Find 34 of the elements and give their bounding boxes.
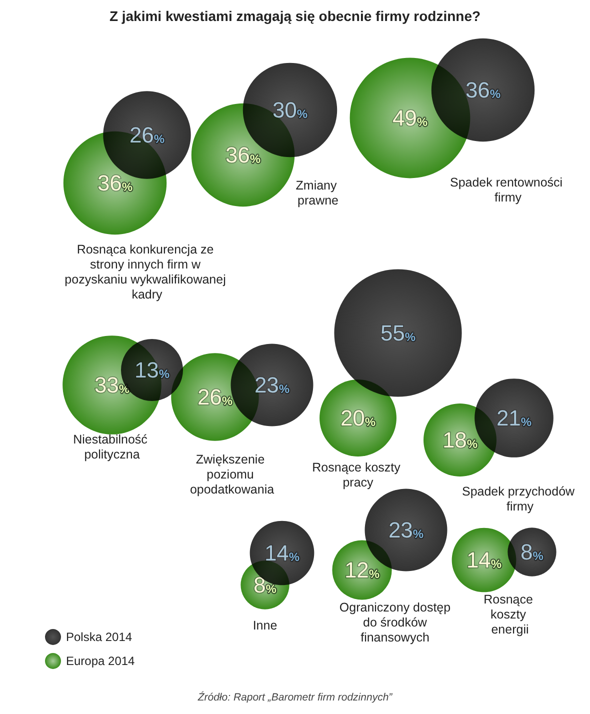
legend-label: Polska 2014 [66,630,132,644]
category-label: Spadek rentowności firmy [450,176,566,204]
data-label: 26% [197,384,233,410]
category-label: Zwiększenie poziomu opodatkowania [190,452,274,496]
data-label: 36% [225,142,261,168]
category-label: Zmiany prawne [296,178,340,208]
data-label: 14% [264,540,300,566]
data-label: 20% [340,406,376,430]
data-label: 18% [442,428,478,452]
data-label: 36% [465,78,501,102]
data-label: 49% [392,106,428,130]
category-label: Ograniczony dostęp do środków finansowych [339,600,451,644]
data-label: 33% [94,372,130,398]
text: Z jakimi kwestiami zmagają się obecnie firmy rodzinne? [109,8,481,24]
data-label: 13% [134,358,170,382]
legend-label: Europa 2014 [66,654,136,668]
data-label: 14% [466,548,502,572]
category-label: Inne [252,618,278,632]
data-label: 8% [254,572,277,598]
data-label: 55% [380,320,416,346]
data-label: 30% [272,98,308,122]
data-label: 23% [388,518,424,542]
data-label: 21% [496,406,532,430]
data-label: 12% [344,558,380,582]
category-label: Spadek przychodów firmy [462,484,578,514]
data-label: 36% [97,170,133,196]
data-label: 8% [520,540,544,564]
category-label: Niestabilność polityczna [73,432,151,462]
category-label: Rosnące koszty energii [484,592,536,636]
category-label: Rosnące koszty pracy [312,460,404,490]
data-label: 23% [254,372,290,398]
data-label: 26% [129,122,165,148]
text: Źródło: Raport „Barometr firm rodzinnych” [196,690,393,704]
category-label: Rosnąca konkurencja ze strony innych firm w pozyskaniu wykwalifikowanej kadry [64,242,230,302]
